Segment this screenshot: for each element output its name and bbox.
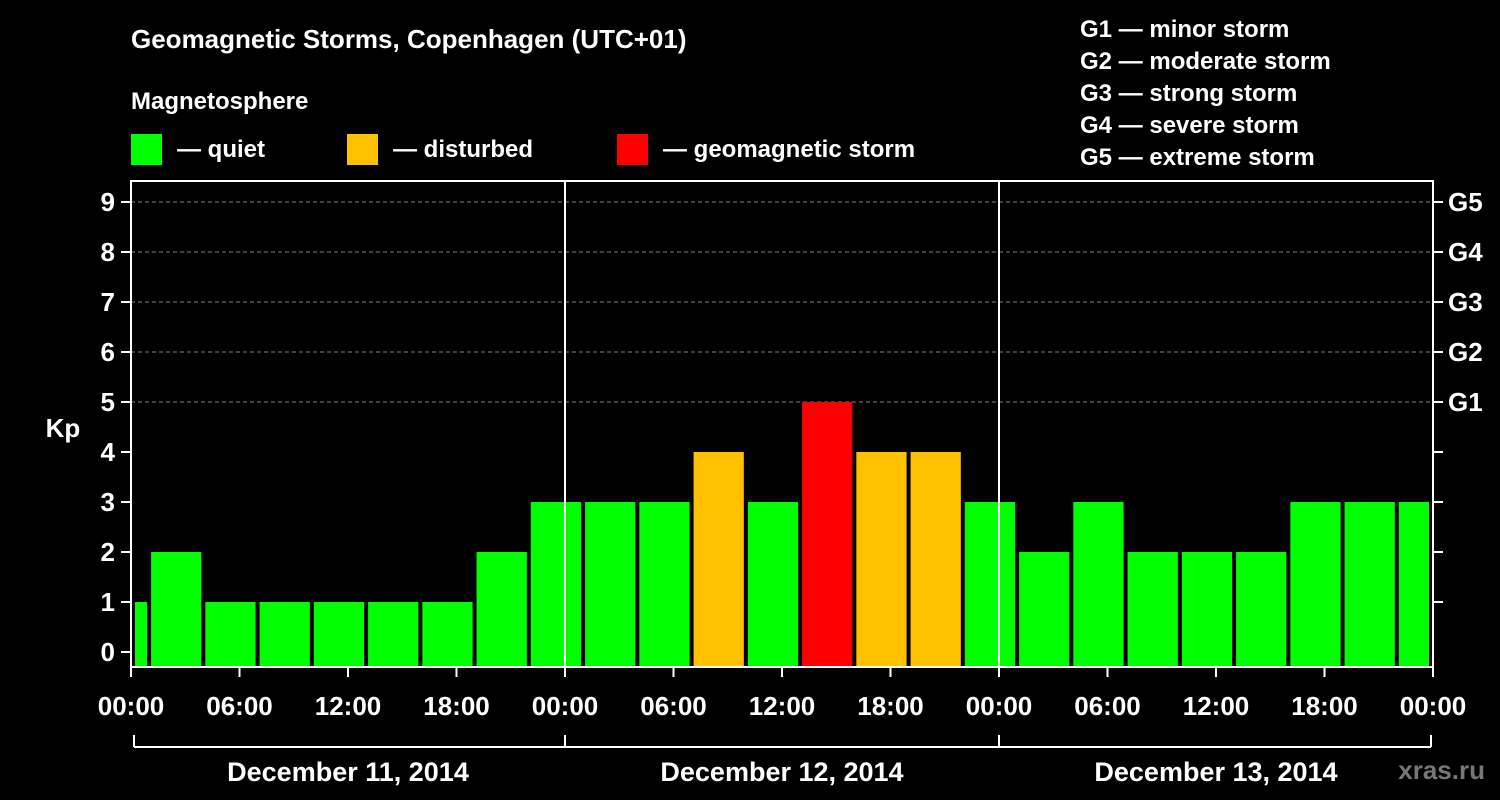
- day-label: December 12, 2014: [660, 757, 903, 787]
- kp-bar-quiet: [639, 502, 690, 667]
- kp-bar-quiet: [747, 502, 799, 667]
- x-tick-label: 00:00: [966, 691, 1033, 721]
- y-tick-label: 6: [101, 337, 115, 367]
- g-level-label: G4: [1448, 237, 1483, 267]
- g-level-label: G1: [1448, 387, 1483, 417]
- kp-bar-quiet: [1344, 502, 1395, 667]
- legend-label-quiet: — quiet: [177, 136, 265, 163]
- kp-bar-storm: [802, 402, 853, 667]
- kp-bar-quiet: [135, 602, 148, 667]
- legend-swatch-storm: [617, 134, 648, 165]
- x-tick-label: 12:00: [749, 691, 816, 721]
- kp-bar-quiet: [1236, 552, 1287, 667]
- grid-lines: [131, 201, 1433, 403]
- day-label: December 13, 2014: [1094, 757, 1337, 787]
- y-tick-label: 8: [101, 237, 115, 267]
- kp-bar-disturbed: [693, 452, 744, 667]
- axis-labels: 0 1 2 3 4 5 6 7 8 9 G1 G2 G3 G4 G5 00:00 06:00 12:00 18:00…: [98, 187, 1483, 787]
- x-tick-label: 00:00: [98, 691, 165, 721]
- legend-swatch-quiet: [131, 134, 162, 165]
- status-legend: — quiet — disturbed — geomagnetic storm: [131, 134, 915, 165]
- x-tick-label: 00:00: [532, 691, 599, 721]
- chart-title: Geomagnetic Storms, Copenhagen (UTC+01): [131, 24, 686, 54]
- kp-bar-disturbed: [856, 452, 907, 667]
- kp-bar-quiet: [1290, 502, 1341, 667]
- kp-bar-quiet: [205, 602, 256, 667]
- y-tick-label: 0: [101, 637, 115, 667]
- x-tick-label: 12:00: [1183, 691, 1250, 721]
- x-tick-label: 18:00: [1291, 691, 1358, 721]
- x-tick-label: 00:00: [1400, 691, 1467, 721]
- kp-bar-quiet: [1398, 502, 1429, 667]
- kp-bar-quiet: [1181, 552, 1233, 667]
- g-scale-item: G5 — extreme storm: [1080, 144, 1315, 171]
- axes: [121, 180, 1443, 748]
- kp-bar-quiet: [476, 552, 527, 667]
- watermark: xras.ru: [1398, 755, 1485, 785]
- y-tick-label: 7: [101, 287, 115, 317]
- y-tick-label: 4: [101, 437, 116, 467]
- legend-swatch-disturbed: [347, 134, 378, 165]
- kp-bar-quiet: [585, 502, 636, 667]
- x-tick-label: 18:00: [857, 691, 924, 721]
- g-scale-item: G4 — severe storm: [1080, 112, 1299, 139]
- x-tick-label: 06:00: [206, 691, 273, 721]
- x-tick-label: 18:00: [423, 691, 490, 721]
- y-tick-label: 2: [101, 537, 115, 567]
- g-level-label: G3: [1448, 287, 1483, 317]
- y-axis-label: Kp: [46, 413, 81, 443]
- y-tick-label: 9: [101, 187, 115, 217]
- g-scale-legend: G1 — minor storm G2 — moderate storm G3 …: [1080, 16, 1331, 171]
- g-scale-item: G1 — minor storm: [1080, 16, 1289, 43]
- g-scale-item: G3 — strong storm: [1080, 80, 1297, 107]
- kp-bar-quiet: [368, 602, 419, 667]
- kp-bar-quiet: [313, 602, 365, 667]
- x-tick-label: 12:00: [315, 691, 382, 721]
- kp-bar-quiet: [422, 602, 473, 667]
- kp-bar-disturbed: [910, 452, 961, 667]
- kp-bar-quiet: [151, 552, 202, 667]
- kp-bar-quiet: [259, 602, 310, 667]
- y-tick-label: 3: [101, 487, 115, 517]
- kp-bar-quiet: [1073, 502, 1124, 667]
- kp-bar-quiet: [1127, 552, 1178, 667]
- y-tick-label: 5: [101, 387, 115, 417]
- kp-bar-quiet: [530, 502, 582, 667]
- x-tick-label: 06:00: [1074, 691, 1141, 721]
- day-label: December 11, 2014: [227, 757, 469, 787]
- legend-label-storm: — geomagnetic storm: [663, 136, 915, 163]
- kp-bar-quiet: [964, 502, 1016, 667]
- kp-bar-quiet: [1019, 552, 1070, 667]
- y-tick-label: 1: [101, 587, 115, 617]
- g-scale-item: G2 — moderate storm: [1080, 48, 1331, 75]
- g-level-label: G5: [1448, 187, 1483, 217]
- x-tick-label: 06:00: [640, 691, 707, 721]
- bars: [135, 402, 1429, 667]
- g-level-label: G2: [1448, 337, 1483, 367]
- legend-label-disturbed: — disturbed: [393, 136, 533, 163]
- section-label: Magnetosphere: [131, 88, 308, 115]
